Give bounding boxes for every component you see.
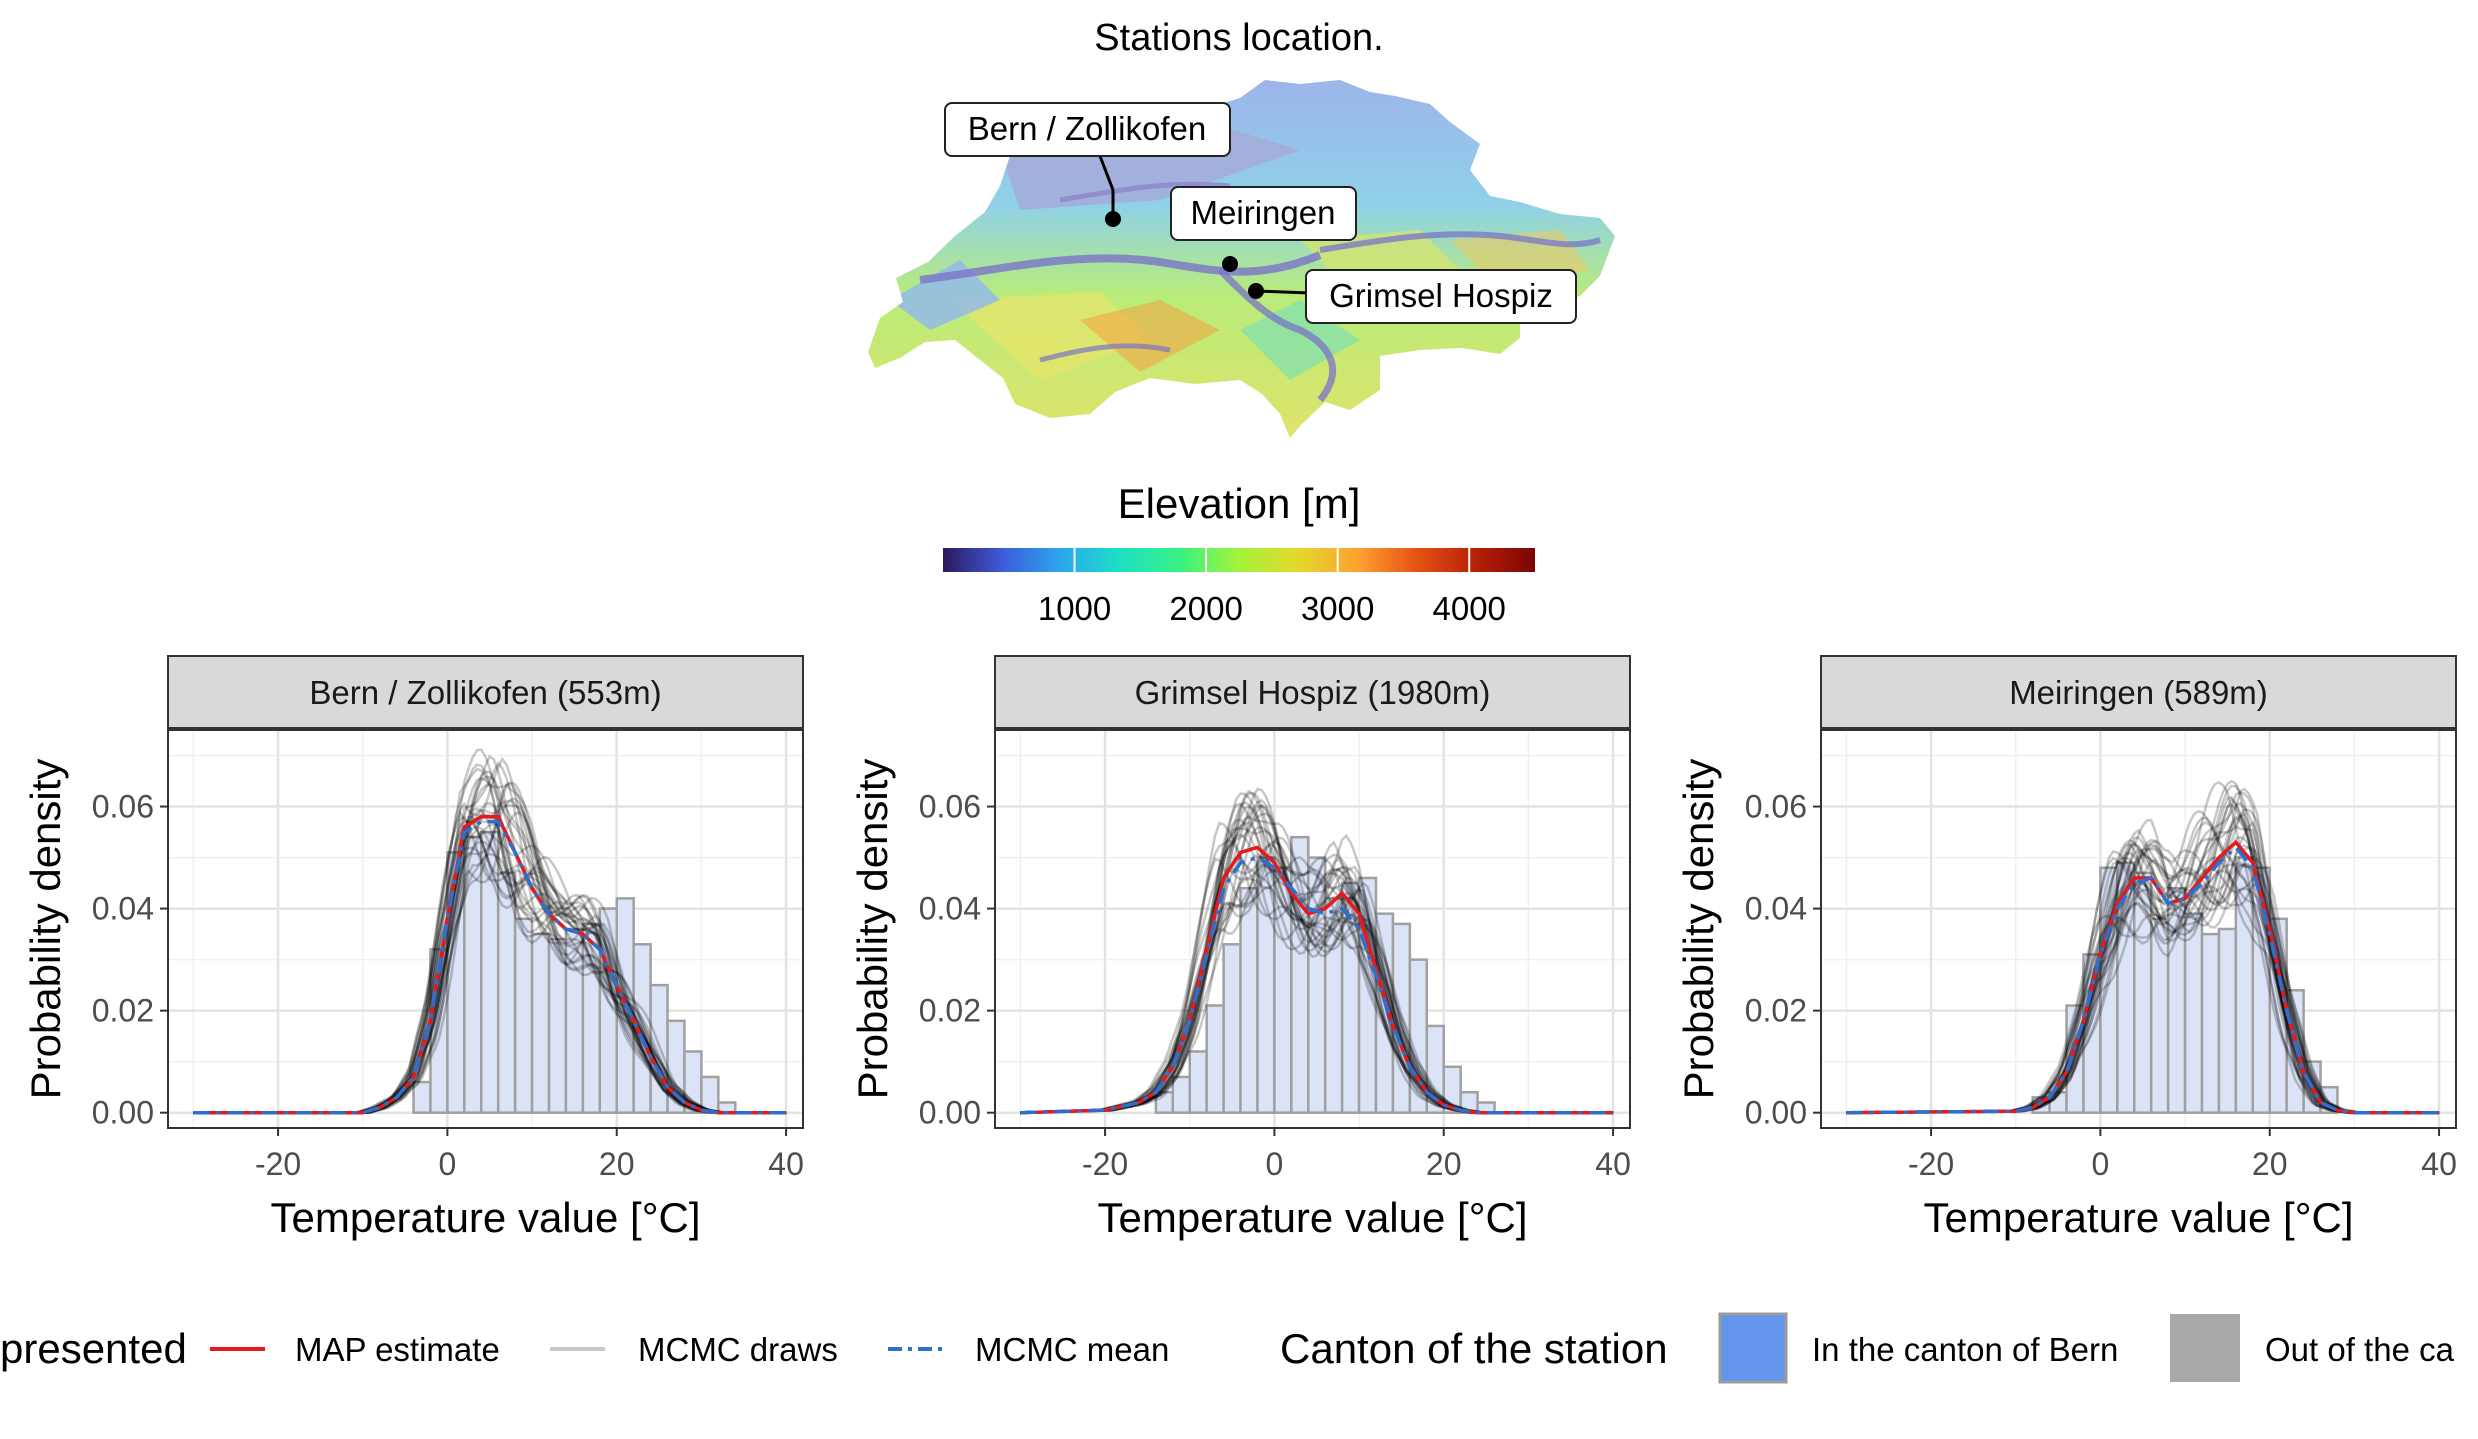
x-tick-label: 20 (2252, 1146, 2288, 1182)
station-label-meiringen: Meiringen (1191, 194, 1336, 231)
colorbar-tick-label: 1000 (1038, 590, 1111, 627)
x-tick-label: -20 (1082, 1146, 1128, 1182)
panel-title: Meiringen (589m) (2009, 674, 2268, 711)
station-label-box (1305, 269, 1577, 324)
y-axis-label: Probability density (1675, 759, 1722, 1100)
x-axis-label: Temperature value [°C] (1098, 1194, 1528, 1241)
x-tick-label: 0 (439, 1146, 457, 1182)
x-tick-label: 40 (1595, 1146, 1631, 1182)
y-tick-label: 0.06 (92, 789, 154, 825)
legend-draws-label: MCMC draws (638, 1331, 838, 1368)
mcmc-mean-line (1846, 844, 2440, 1115)
y-tick-label: 0.00 (1745, 1095, 1807, 1131)
x-tick-label: 40 (768, 1146, 804, 1182)
histogram-bar (1171, 1075, 1191, 1114)
histogram-bar (1205, 1004, 1225, 1114)
panel-strip (994, 655, 1631, 729)
station-leader-line (1098, 155, 1115, 191)
histogram-bar (2183, 912, 2204, 1114)
map-estimate-line (193, 814, 787, 1115)
station-label-box (944, 102, 1231, 157)
colorbar-tick-label: 3000 (1301, 590, 1374, 627)
panel-strip (1820, 655, 2457, 729)
y-tick-label: 0.02 (92, 993, 154, 1029)
mcmc-mean-line (193, 820, 787, 1115)
x-tick-label: 20 (1426, 1146, 1462, 1182)
elevation-colorbar (943, 548, 1535, 572)
y-axis-label: Probability density (849, 759, 896, 1100)
y-tick-label: 0.04 (919, 891, 981, 927)
histogram-bar (1442, 1065, 1462, 1114)
panel-border (994, 729, 1631, 1129)
station-point-meiringen[interactable] (1222, 256, 1238, 272)
y-tick-label: 0.04 (92, 891, 154, 927)
density-panel: Grimsel Hospiz (1980m) 0.00 0.02 0.04 0.06 -2… (849, 655, 1631, 1241)
legend-canton-title: Canton of the station (1280, 1325, 1668, 1372)
histogram-bar (1239, 886, 1259, 1114)
station-leader-line (1255, 289, 1311, 295)
legend-represented-title: presented (0, 1325, 187, 1372)
station-label-grimsel: Grimsel Hospiz (1329, 277, 1553, 314)
elevation-legend-title: Elevation [m] (1118, 480, 1361, 527)
station-point-bern[interactable] (1105, 211, 1121, 227)
elevation-legend: Elevation [m] 1000 2000 3000 4000 (943, 480, 1535, 627)
y-axis-label: Probability density (22, 759, 69, 1100)
y-tick-label: 0.06 (919, 789, 981, 825)
station-label-bern: Bern / Zollikofen (968, 110, 1206, 147)
map-estimate-line (1846, 839, 2440, 1115)
legend-canton-bern-label: In the canton of Bern (1812, 1331, 2118, 1368)
mcmc-mean-line (1020, 855, 1614, 1115)
legend-canton-out-label: Out of the ca (2265, 1331, 2455, 1368)
x-tick-label: 0 (2092, 1146, 2110, 1182)
legend-map-label: MAP estimate (295, 1331, 500, 1368)
station-markers: Bern / Zollikofen Meiringen Grimsel Hosp… (944, 102, 1577, 324)
station-label-box (1170, 186, 1357, 241)
y-tick-label: 0.00 (919, 1095, 981, 1131)
histogram-bar (530, 932, 551, 1114)
x-tick-label: -20 (255, 1146, 301, 1182)
histogram-bar (513, 917, 534, 1114)
y-tick-label: 0.02 (919, 993, 981, 1029)
histogram-bar (2200, 932, 2221, 1114)
density-panel: Bern / Zollikofen (553m) 0.00 0.02 0.04 0.06… (22, 655, 804, 1241)
density-panel: Meiringen (589m) 0.00 0.02 0.04 0.06 -20 0 20 40… (1675, 655, 2457, 1241)
x-tick-label: 0 (1266, 1146, 1284, 1182)
x-tick-label: 20 (599, 1146, 635, 1182)
station-point-grimsel[interactable] (1248, 283, 1264, 299)
y-tick-label: 0.04 (1745, 891, 1807, 927)
legend-mean-label: MCMC mean (975, 1331, 1169, 1368)
x-tick-label: -20 (1908, 1146, 1954, 1182)
panel-title: Grimsel Hospiz (1980m) (1135, 674, 1491, 711)
histogram-bar (547, 937, 568, 1114)
x-axis-label: Temperature value [°C] (271, 1194, 701, 1241)
panel-border (167, 729, 804, 1129)
histogram-bar (1188, 1050, 1208, 1114)
legend-canton-bern-key (1718, 1312, 1788, 1384)
legend: presented MAP estimate MCMC draws MCMC m… (0, 1312, 2455, 1384)
x-axis-label: Temperature value [°C] (1924, 1194, 2354, 1241)
y-tick-label: 0.02 (1745, 993, 1807, 1029)
colorbar-tick-label: 2000 (1169, 590, 1242, 627)
panel-title: Bern / Zollikofen (553m) (309, 674, 661, 711)
colorbar-tick-label: 4000 (1433, 590, 1506, 627)
legend-canton-out-key (2170, 1314, 2240, 1382)
panel-border (1820, 729, 2457, 1129)
x-tick-label: 40 (2421, 1146, 2457, 1182)
y-tick-label: 0.00 (92, 1095, 154, 1131)
panel-strip (167, 655, 804, 729)
y-tick-label: 0.06 (1745, 789, 1807, 825)
histogram-bar (1222, 943, 1242, 1114)
histogram-bar (2217, 927, 2238, 1114)
map-title: Stations location. (1094, 17, 1383, 59)
